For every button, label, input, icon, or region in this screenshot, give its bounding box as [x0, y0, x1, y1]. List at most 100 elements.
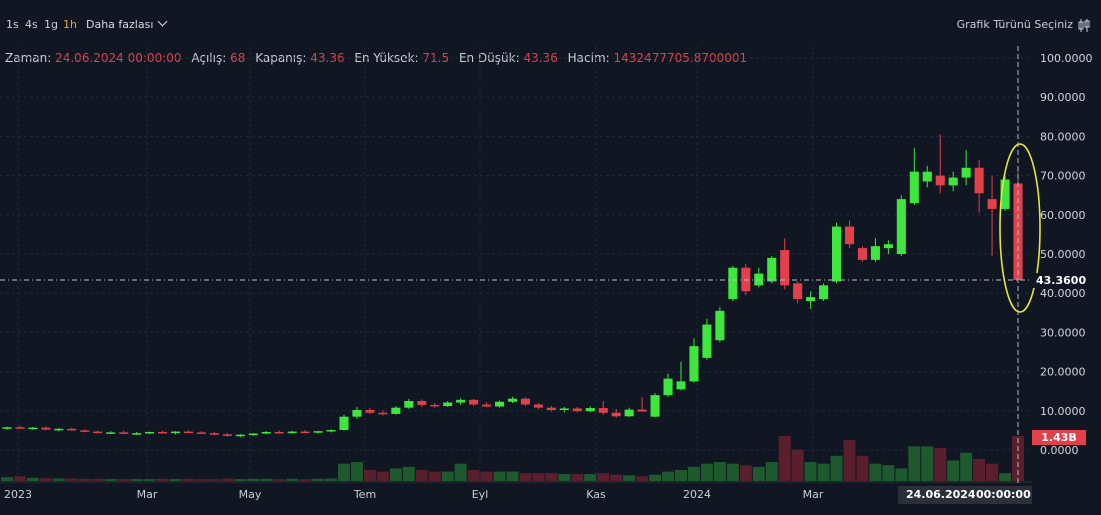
volume-bar — [350, 462, 363, 481]
candle-body — [222, 434, 232, 436]
timeframe-1h[interactable]: 1h — [63, 18, 77, 31]
candle-body — [689, 346, 699, 382]
candle-body — [2, 427, 12, 429]
candlestick-icon — [1078, 18, 1090, 32]
grid-lines — [0, 46, 1032, 483]
volume-bar — [454, 463, 467, 481]
x-tick-label: 2024 — [683, 488, 711, 501]
x-tick-label: Kas — [586, 488, 606, 501]
volume-bar — [338, 463, 350, 481]
volume-bar — [752, 466, 765, 481]
volume-bar — [882, 465, 895, 481]
volume-bar — [856, 455, 869, 481]
volume-bar — [195, 479, 208, 481]
volume-bar — [623, 475, 636, 481]
chart-type-selector[interactable]: Grafik Türünü Seçiniz — [957, 18, 1091, 32]
crosshair-date: 24.06.2024 — [906, 488, 976, 501]
candle-body — [844, 226, 855, 245]
volume-bar — [558, 474, 571, 481]
volume-bar — [1, 477, 13, 481]
candle-body — [158, 431, 168, 434]
volume-bar — [960, 452, 973, 481]
candle-body — [209, 433, 219, 435]
y-tick-label: 30.0000 — [1040, 326, 1086, 339]
volume-bar — [415, 469, 428, 481]
candle-body — [624, 409, 634, 417]
candle-body — [857, 248, 867, 260]
volume-bar — [13, 476, 26, 481]
volume-bar — [843, 440, 856, 481]
candle-body — [987, 199, 997, 209]
candle-body — [883, 244, 893, 249]
volume-bar — [636, 476, 649, 481]
volume-bar — [260, 478, 273, 481]
volume-bar — [441, 471, 454, 481]
candle-body — [365, 410, 375, 413]
candle-body — [28, 427, 38, 430]
volume-bar — [700, 463, 713, 481]
candle-body — [300, 431, 310, 434]
x-tick-label: May — [239, 488, 262, 501]
open-label: Açılış: — [191, 51, 227, 65]
timeframe-4s[interactable]: 4s — [25, 18, 38, 31]
volume-bar — [312, 478, 325, 481]
volume-bar — [778, 436, 791, 481]
time-value: 24.06.2024 00:00:00 — [55, 51, 182, 65]
crosshair-time: 00:00:00 — [976, 488, 1031, 501]
candle-body — [132, 433, 142, 435]
high-value: 71.5 — [422, 51, 450, 65]
candle-body — [832, 226, 842, 282]
volume-bar — [675, 469, 687, 481]
candle-body — [507, 398, 518, 402]
volume-bar — [91, 478, 104, 481]
highlight-ellipse — [999, 143, 1041, 313]
volume-bar — [104, 479, 117, 481]
candle-body — [274, 431, 284, 434]
volume-bar — [986, 463, 999, 481]
candle-body — [404, 401, 414, 408]
volume-bar — [532, 473, 545, 481]
candle-body — [598, 408, 608, 413]
time-axis: 2023 Mar May Tem Eyl Kas 2024 Mar — [4, 488, 824, 501]
ohlc-info-bar: Zaman: 24.06.2024 00:00:00 Açılış: 68 Ka… — [5, 51, 753, 65]
volume-bar — [597, 473, 610, 481]
candle-body — [80, 430, 90, 432]
volume-bar — [999, 473, 1012, 481]
close-label: Kapanış: — [255, 51, 307, 65]
y-tick-label: 0.0000 — [1040, 444, 1079, 457]
volume-bar — [687, 466, 700, 481]
volume-bar — [467, 469, 480, 481]
candle-body — [546, 407, 556, 411]
volume-bar — [869, 463, 882, 481]
candle-body — [819, 285, 829, 300]
candle-body — [287, 431, 297, 434]
candle-body — [974, 167, 984, 194]
volume-bars — [1, 436, 1024, 481]
candle-body — [352, 410, 362, 417]
y-tick-label: 80.0000 — [1040, 130, 1086, 143]
y-tick-label: 60.0000 — [1040, 209, 1086, 222]
x-tick-label: Eyl — [472, 488, 489, 501]
candle-body — [793, 283, 803, 300]
candle-body — [520, 398, 530, 405]
volume-bar — [908, 446, 921, 481]
volume-bar — [221, 478, 234, 481]
crosshair-price-label: 43.3600 — [1032, 273, 1096, 288]
more-timeframes-dropdown[interactable]: Daha fazlası — [86, 16, 168, 31]
timeframe-1g[interactable]: 1g — [44, 18, 58, 31]
crosshair-overlay — [0, 46, 1041, 485]
volume-bar — [169, 479, 182, 481]
volume-bar — [506, 471, 519, 481]
volume-bar — [519, 473, 532, 481]
low-label: En Düşük: — [458, 51, 520, 65]
candle-body — [54, 428, 64, 431]
timeframe-1s[interactable]: 1s — [6, 18, 19, 31]
y-tick-label: 10.0000 — [1040, 405, 1086, 418]
volume-bar — [130, 479, 143, 481]
candle-body — [922, 171, 932, 182]
candle-body — [106, 432, 116, 434]
x-tick-label: Mar — [137, 488, 158, 501]
volume-bar — [571, 474, 584, 481]
volume-bar — [610, 474, 623, 481]
